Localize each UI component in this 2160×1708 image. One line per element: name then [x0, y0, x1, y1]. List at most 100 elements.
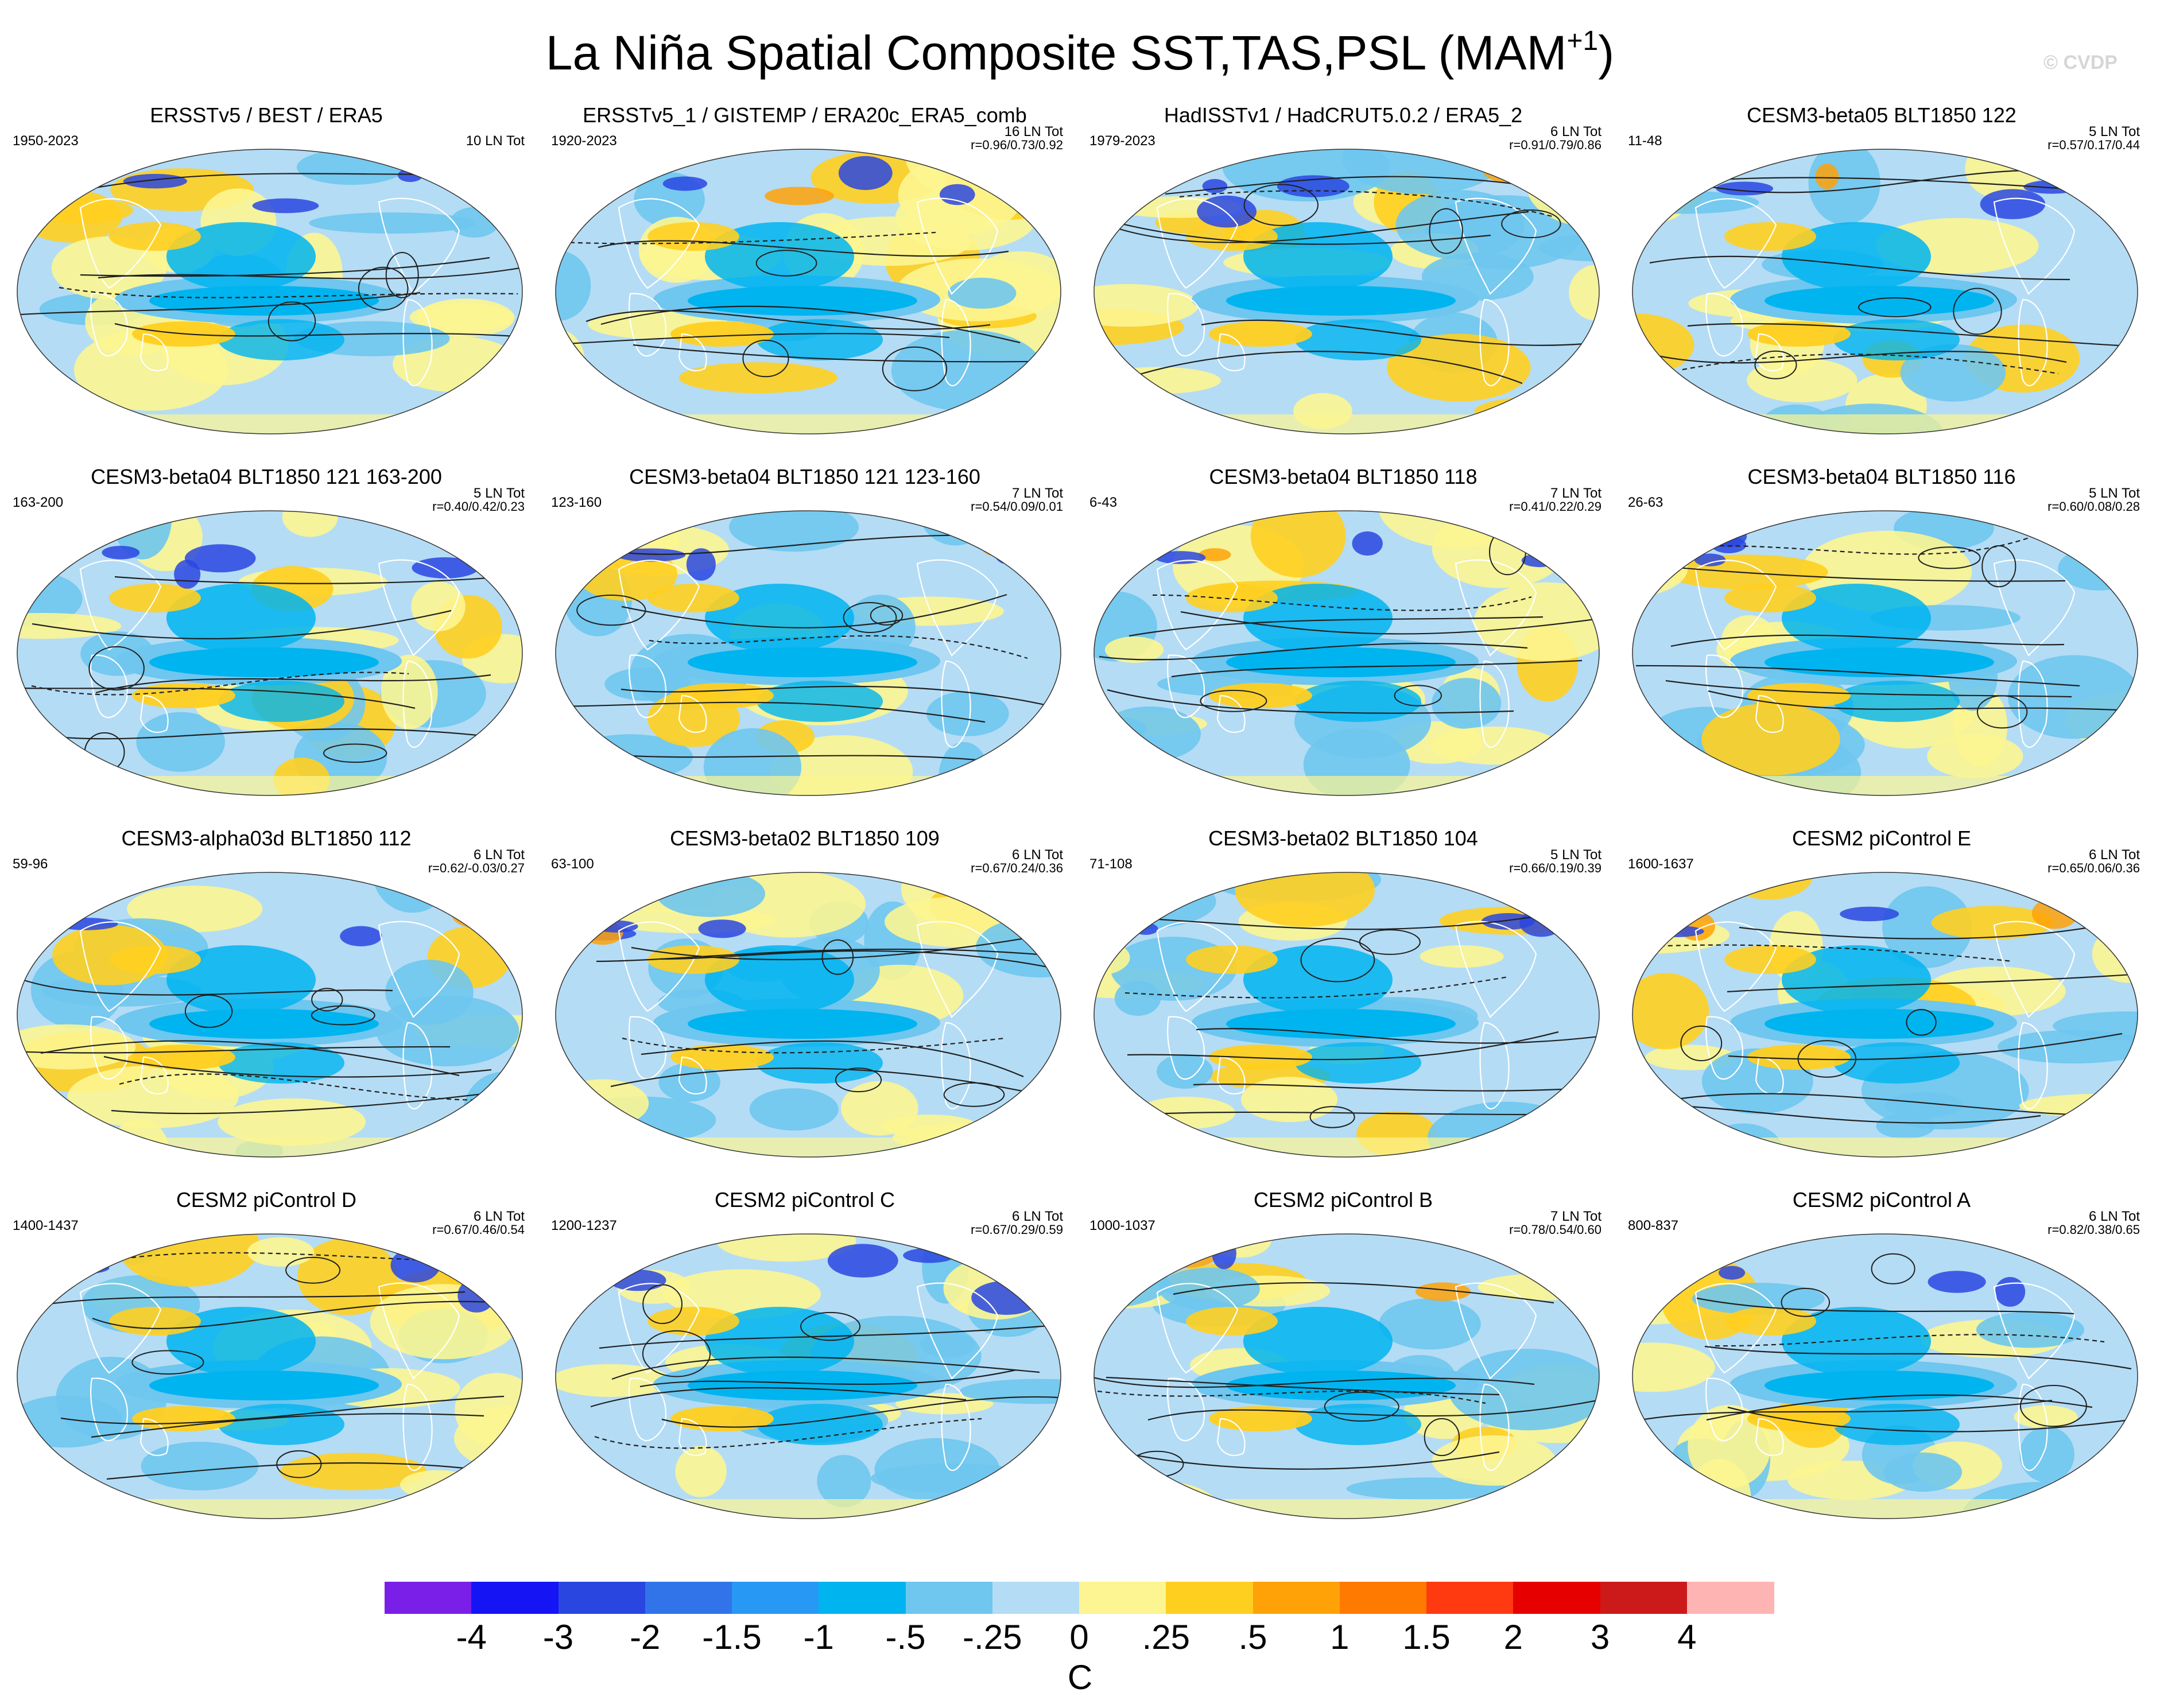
psl-contour-loop — [1797, 1040, 1857, 1078]
psl-contour — [1696, 1297, 2074, 1315]
high-latitude-anomaly — [1815, 164, 1839, 189]
coastline — [1156, 1283, 1239, 1374]
field-patch — [1094, 284, 1199, 327]
south-pacific-cool — [218, 1404, 344, 1445]
coastline — [90, 1377, 128, 1442]
high-latitude-anomaly — [1694, 553, 1726, 566]
panel-event-count: 6 LN Tot — [474, 1209, 525, 1224]
psl-contour — [600, 305, 1021, 344]
cold-tongue-core — [1765, 1009, 1994, 1039]
field-patch — [2058, 546, 2138, 591]
south-pacific-cool — [1295, 1404, 1421, 1445]
colorbar-tick-label: -4 — [456, 1618, 487, 1656]
field-patch — [385, 960, 474, 1025]
north-pacific-cool — [1243, 945, 1393, 1014]
panel-years: 1920-2023 — [551, 133, 617, 149]
psl-contour — [599, 1325, 1049, 1349]
map-panel: ERSSTv5_1 / GISTEMP / ERA20c_ERA5_comb 19… — [541, 103, 1069, 459]
field-patch — [280, 1453, 427, 1490]
psl-contour — [1715, 1334, 2105, 1347]
psl-contour — [1201, 319, 1585, 346]
high-latitude-anomaly — [55, 174, 104, 187]
psl-contour — [1739, 918, 2130, 940]
colorbar-segment — [471, 1582, 559, 1614]
field-patch — [17, 378, 91, 434]
coastline — [1993, 921, 2076, 1018]
map-panel: ERSSTv5 / BEST / ERA5 1950-2023 10 LN Tot — [2, 103, 530, 459]
coastline — [618, 560, 700, 651]
panel-years: 1979-2023 — [1089, 133, 1155, 149]
psl-contour — [633, 344, 1061, 363]
psl-contour — [596, 948, 1039, 962]
panel-years: 26-63 — [1628, 495, 1663, 510]
coastline — [678, 333, 707, 371]
composite-map — [17, 510, 523, 796]
panel-title: ERSSTv5 / BEST / ERA5 — [150, 103, 383, 127]
cvdp-watermark: © CVDP — [2043, 52, 2118, 73]
high-latitude-anomaly — [1511, 1237, 1561, 1271]
coastline — [1705, 1016, 1743, 1080]
panel-pattern-correlation: r=0.60/0.08/0.28 — [2047, 499, 2140, 514]
colorbar-segment — [1339, 1582, 1427, 1614]
antarctic-band — [1632, 776, 2138, 795]
field-patch — [1632, 1234, 1707, 1289]
psl-contour — [1130, 912, 1558, 930]
cold-tongue-core — [688, 1009, 917, 1039]
coastline — [2018, 298, 2048, 386]
composite-map — [555, 1233, 1061, 1519]
panel-event-count: 6 LN Tot — [1012, 847, 1063, 863]
field-patch — [2081, 748, 2138, 779]
panel-title: CESM3-beta05 BLT1850 122 — [1747, 103, 2016, 127]
field-patch — [1094, 1234, 1183, 1266]
colorbar-tick-label: -.5 — [885, 1618, 926, 1656]
south-pacific-cool — [757, 681, 883, 722]
high-latitude-anomaly — [971, 1280, 1041, 1315]
coastline — [79, 1283, 162, 1374]
map-outline — [1093, 149, 1600, 434]
high-latitude-anomaly — [1202, 178, 1228, 193]
south-pacific-cool — [757, 1404, 883, 1445]
psl-contour — [641, 1040, 1024, 1078]
psl-contour-loop — [1359, 929, 1421, 955]
field-patch — [1157, 1054, 1213, 1089]
high-latitude-anomaly — [1481, 913, 1535, 930]
field-patch — [716, 1234, 856, 1262]
high-latitude-anomaly — [1150, 1239, 1219, 1268]
composite-map — [555, 510, 1061, 796]
north-pacific-cool — [166, 222, 316, 291]
coastline — [378, 559, 460, 657]
map-panel: CESM3-beta04 BLT1850 116 26-63 5 LN Tot r=0… — [1618, 465, 2146, 821]
panel-pattern-correlation: r=0.82/0.38/0.65 — [2047, 1222, 2140, 1237]
panel-event-count: 5 LN Tot — [2089, 486, 2140, 501]
antarctic-band — [556, 1499, 1061, 1519]
field-patch — [1114, 980, 1161, 1016]
field-patch — [557, 1079, 649, 1128]
panel-years: 59-96 — [13, 856, 48, 872]
coastline — [1455, 921, 1537, 1018]
high-latitude-anomaly — [979, 526, 1005, 556]
psl-contour — [1670, 634, 2065, 647]
high-latitude-anomaly — [340, 926, 382, 946]
field-patch — [218, 1098, 366, 1146]
psl-contour — [17, 1291, 466, 1311]
field-patch — [2069, 1234, 2138, 1256]
high-latitude-anomaly — [184, 544, 256, 573]
psl-contour-loop — [358, 266, 409, 310]
coastline — [139, 1418, 169, 1456]
psl-contour — [57, 728, 503, 740]
field-patch — [749, 1088, 839, 1131]
high-latitude-anomaly — [1840, 906, 1899, 922]
psl-contour — [1152, 594, 1532, 611]
colorbar-tick-label: -2 — [630, 1618, 661, 1656]
field-patch — [1976, 1311, 2085, 1348]
coastline — [916, 921, 999, 1018]
coastline — [1216, 1056, 1246, 1094]
south-pacific-cool — [1833, 1404, 1960, 1445]
warm-band-south — [132, 1406, 235, 1431]
psl-contour-loop — [323, 743, 387, 763]
panel-event-count: 6 LN Tot — [1550, 124, 1601, 139]
high-latitude-anomaly — [615, 548, 686, 562]
psl-contour — [91, 1413, 484, 1438]
coastline — [1166, 293, 1205, 357]
south-pacific-cool — [1833, 681, 1960, 722]
